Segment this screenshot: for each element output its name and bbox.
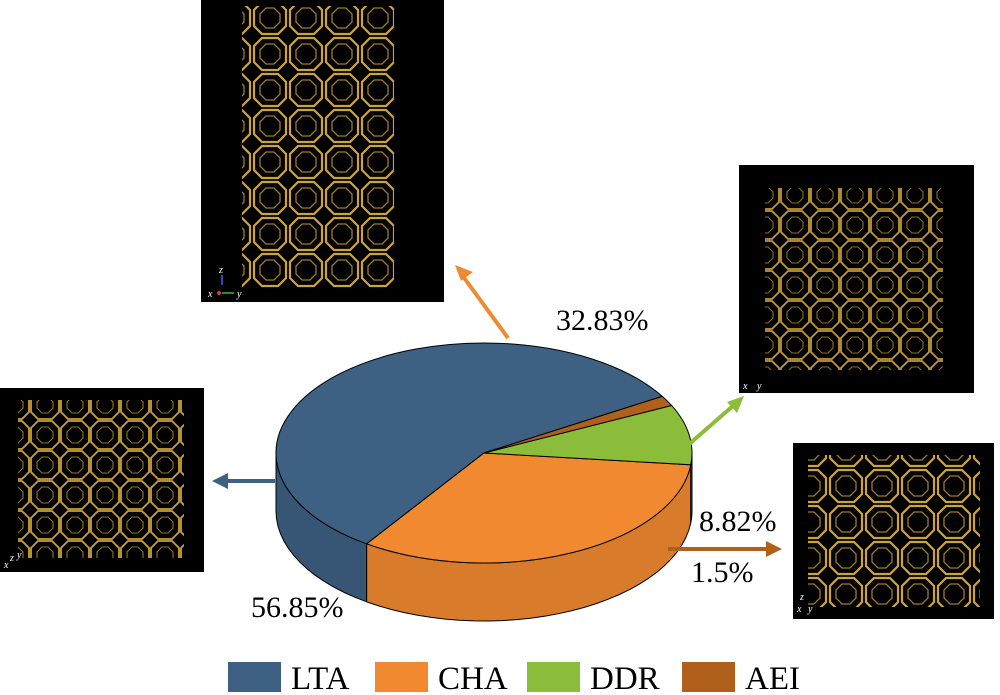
pie-slice-lta <box>275 342 664 545</box>
lta-percent-label: 56.85% <box>251 591 344 624</box>
legend-swatch-aei <box>682 662 735 692</box>
aei-structure-image: z x y <box>793 443 994 619</box>
pie-slice-ddr <box>483 404 693 466</box>
ddr-structure-image: x y <box>739 165 974 393</box>
lta-axis-z-label: z <box>9 553 14 564</box>
legend-label-ddr: DDR <box>590 661 660 695</box>
aei-percent-label: 1.5% <box>691 556 754 589</box>
ddr-arrow <box>685 396 744 448</box>
ddr-axis-y-label: y <box>756 381 762 392</box>
cha-axis-y-label: y <box>236 289 242 300</box>
legend-label-aei: AEI <box>745 661 800 695</box>
cha-arrow <box>455 265 510 340</box>
lta-axis-x-label: x <box>3 560 9 571</box>
pie-slice-cha <box>365 452 692 564</box>
lta-arrow <box>212 473 275 489</box>
aei-axis-z-label: z <box>799 592 804 603</box>
lta-structure-image: x z y <box>0 388 204 572</box>
aei-axis-y-label: y <box>807 604 813 615</box>
legend-swatch-cha <box>375 662 428 692</box>
aei-axis-x-label: x <box>796 604 802 615</box>
pie-slice-aei <box>483 395 673 454</box>
cha-axis-x-label: x <box>207 289 213 300</box>
cha-axis-z-label: z <box>218 265 223 276</box>
ddr-axis-x-label: x <box>742 381 748 392</box>
legend-swatch-lta <box>228 662 281 692</box>
legend-label-cha: CHA <box>438 661 508 695</box>
lta-axis-y-label: y <box>16 550 22 561</box>
pie-top-slices <box>275 342 693 564</box>
ddr-percent-label: 8.82% <box>699 505 777 538</box>
legend-label-lta: LTA <box>291 661 350 695</box>
cha-percent-label: 32.83% <box>556 304 649 337</box>
cha-structure-image: z x y <box>201 0 444 302</box>
legend: LTA CHA DDR AEI <box>228 661 800 695</box>
aei-arrow <box>668 541 782 557</box>
legend-swatch-ddr <box>527 662 580 692</box>
cha-axis-triad: z x y <box>207 265 242 300</box>
